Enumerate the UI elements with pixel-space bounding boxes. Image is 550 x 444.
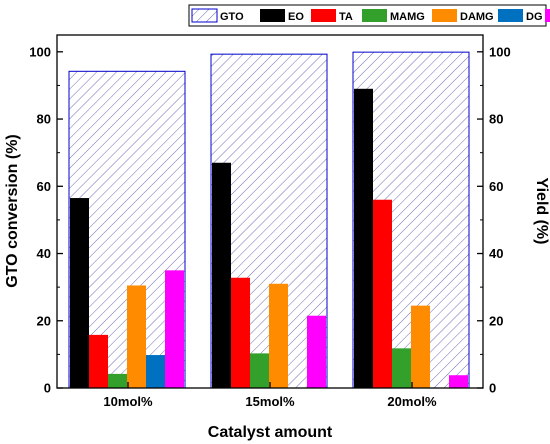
left-tick-label: 80 — [37, 112, 51, 127]
legend-swatch-damg — [432, 9, 457, 22]
right-tick-label: 40 — [489, 246, 503, 261]
bar-mamg-20mol — [392, 348, 411, 388]
left-tick-label: 0 — [44, 381, 51, 396]
bar-damg-10mol — [127, 285, 146, 388]
legend-swatch-madg — [545, 9, 550, 22]
bar-mamg-15mol — [250, 353, 269, 388]
legend-label-gto: GTO — [220, 11, 244, 23]
bar-ta-20mol — [373, 199, 392, 388]
right-tick-label: 100 — [489, 44, 511, 59]
yield-bars — [70, 88, 468, 389]
x-tick-label-20mol: 20mol% — [387, 394, 437, 409]
x-tick-label-15mol: 15mol% — [245, 394, 295, 409]
legend-swatch-ta — [311, 9, 336, 22]
right-axis-ticks: 0 20 40 60 80 100 — [477, 44, 511, 396]
bar-damg-20mol — [411, 305, 430, 388]
right-tick-label: 0 — [489, 381, 496, 396]
left-tick-label: 60 — [37, 179, 51, 194]
bar-eo-20mol — [354, 88, 373, 389]
bar-eo-10mol — [70, 198, 89, 388]
bar-eo-15mol — [212, 162, 231, 388]
legend-label-eo: EO — [288, 11, 304, 23]
left-tick-label: 20 — [37, 313, 51, 328]
x-tick-label-10mol: 10mol% — [103, 394, 153, 409]
category-labels: 10mol% 15mol% 20mol% — [103, 382, 437, 409]
bar-madg-15mol — [307, 315, 326, 388]
legend-label-mamg: MAMG — [390, 11, 425, 23]
bar-ta-15mol — [231, 277, 250, 388]
legend-swatch-eo — [260, 9, 285, 22]
left-tick-label: 100 — [29, 44, 51, 59]
bar-damg-15mol — [269, 283, 288, 388]
right-tick-label: 80 — [489, 112, 503, 127]
bar-madg-20mol — [449, 375, 468, 388]
right-y-axis-title: Yield (%) — [533, 178, 550, 245]
legend-swatch-dg — [498, 9, 523, 22]
left-axis-ticks: 0 20 40 60 80 100 — [29, 44, 63, 396]
bar-dg-10mol — [146, 355, 165, 388]
right-tick-label: 60 — [489, 179, 503, 194]
legend-swatch-gto — [191, 8, 218, 23]
legend-swatch-mamg — [362, 9, 387, 22]
bar-madg-10mol — [165, 270, 184, 388]
bar-mamg-10mol — [108, 373, 127, 388]
legend-label-ta: TA — [339, 11, 353, 23]
right-tick-label: 20 — [489, 313, 503, 328]
legend: GTOEOTAMAMGDAMGDGMADG — [188, 4, 550, 27]
legend-label-damg: DAMG — [460, 11, 494, 23]
bar-ta-10mol — [89, 334, 108, 388]
left-y-axis-title: GTO conversion (%) — [4, 134, 21, 288]
legend-label-dg: DG — [526, 11, 543, 23]
left-tick-label: 40 — [37, 246, 51, 261]
x-axis-title: Catalyst amount — [208, 424, 333, 441]
